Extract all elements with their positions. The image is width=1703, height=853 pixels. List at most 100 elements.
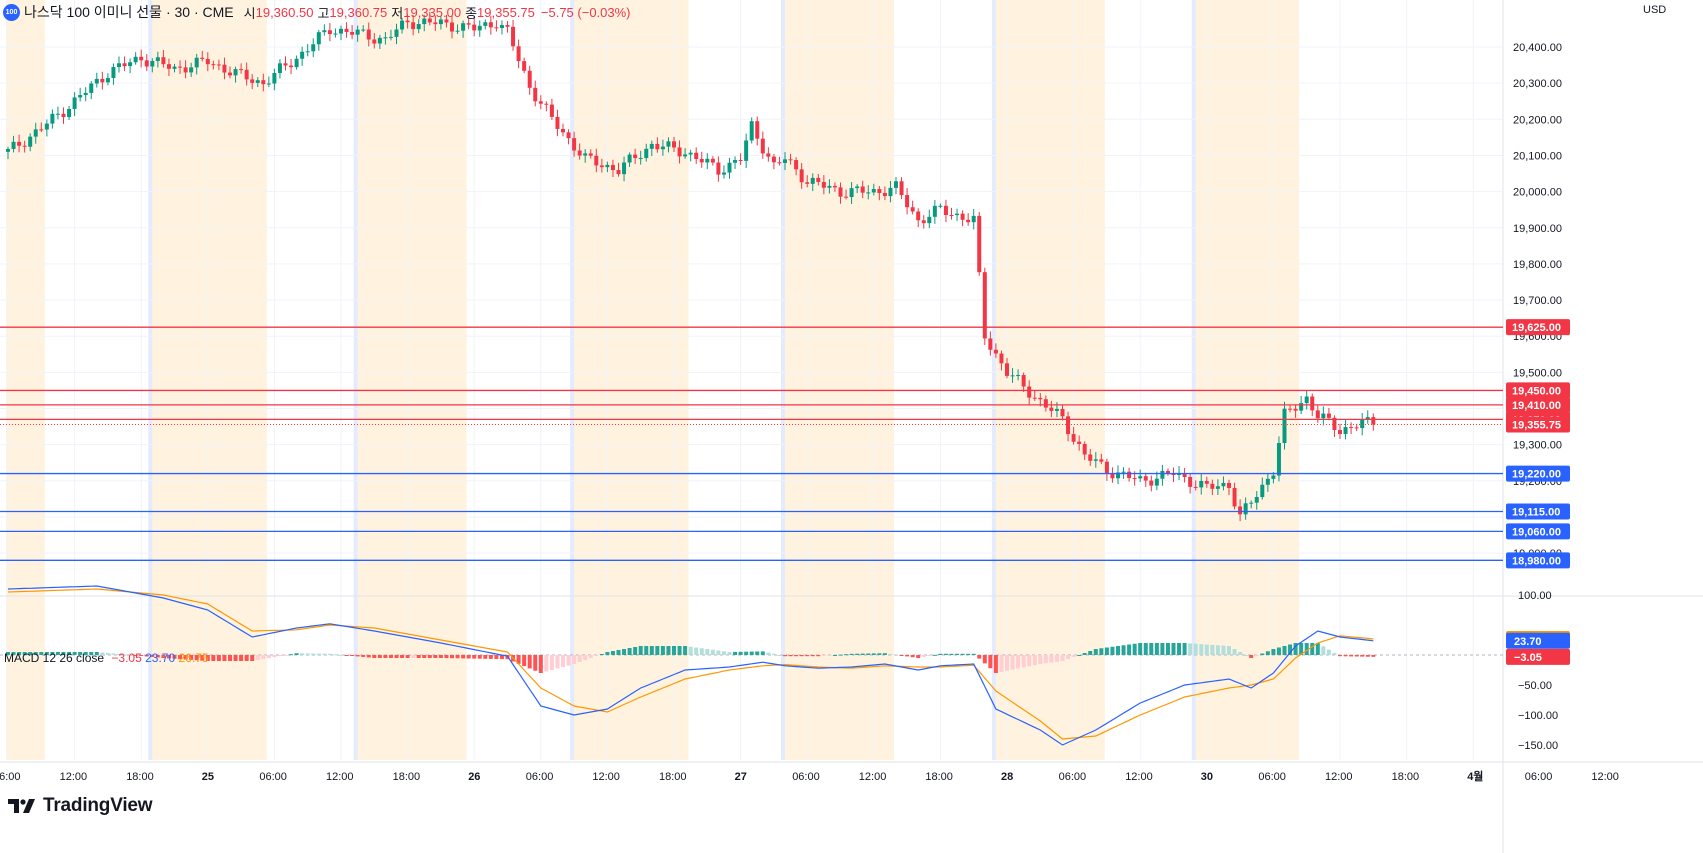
candle-body — [216, 64, 221, 66]
macd-histogram-bar — [1193, 643, 1198, 655]
macd-histogram-bar — [1210, 644, 1215, 655]
candle-body — [172, 66, 177, 69]
price-tick-label: 20,200.00 — [1513, 114, 1562, 126]
macd-histogram-bar — [472, 655, 477, 659]
time-tick-label: 06:00 — [1525, 771, 1553, 783]
macd-histogram-bar — [622, 649, 627, 655]
candle-body — [1021, 375, 1026, 387]
macd-histogram-bar — [1265, 651, 1270, 655]
macd-histogram-bar — [239, 655, 244, 661]
time-tick-label: 18:00 — [659, 771, 687, 783]
macd-histogram-bar — [993, 655, 998, 673]
candle-body — [1215, 486, 1220, 489]
candle-body — [472, 24, 477, 31]
macd-histogram-bar — [516, 655, 521, 664]
macd-histogram-bar — [744, 651, 749, 655]
candle-body — [766, 153, 771, 157]
macd-histogram-bar — [533, 655, 538, 671]
price-tick-label: 19,700.00 — [1513, 295, 1562, 307]
tradingview-logo[interactable]: TradingView — [8, 795, 153, 817]
candle-body — [538, 101, 543, 104]
candle-body — [1088, 454, 1093, 461]
candle-body — [960, 213, 965, 220]
macd-histogram-bar — [122, 654, 127, 656]
macd-name[interactable]: MACD 12 26 close — [4, 651, 105, 665]
macd-histogram-bar — [1271, 649, 1276, 655]
macd-histogram-bar — [771, 653, 776, 655]
macd-histogram-bar — [300, 653, 305, 655]
macd-histogram-bar — [672, 646, 676, 655]
macd-histogram-bar — [794, 655, 799, 657]
symbol-title[interactable]: 나스닥 100 이미니 선물 · 30 · CME — [24, 4, 234, 20]
macd-histogram-bar — [133, 655, 138, 656]
macd-histogram-bar — [727, 652, 732, 655]
candle-body — [33, 129, 38, 137]
day-separator — [353, 0, 358, 760]
candle-body — [189, 67, 194, 73]
macd-histogram-bar — [1349, 655, 1354, 657]
candle-body — [283, 63, 288, 66]
macd-histogram-bar — [344, 655, 349, 656]
candle-body — [527, 70, 532, 88]
candle-body — [117, 63, 121, 68]
macd-histogram-bar — [1260, 653, 1265, 655]
macd-histogram-bar — [1238, 652, 1243, 655]
candle-body — [666, 141, 671, 147]
macd-histogram-bar — [183, 655, 188, 660]
macd-histogram-bar — [1021, 655, 1026, 668]
macd-histogram-bar — [166, 655, 171, 659]
currency-label[interactable]: USD — [1643, 4, 1667, 16]
macd-histogram-bar — [966, 653, 971, 655]
candle-body — [777, 162, 782, 164]
candle-body — [1310, 396, 1315, 411]
macd-histogram-bar — [322, 653, 327, 655]
macd-histogram-bar — [383, 655, 388, 658]
time-tick-label: 06:00 — [1258, 771, 1286, 783]
macd-histogram-bar — [832, 655, 837, 656]
candle-body — [1265, 478, 1270, 485]
macd-histogram-bar — [1171, 643, 1176, 655]
candle-body — [1299, 403, 1304, 411]
macd-histogram-bar — [333, 654, 338, 656]
macd-histogram-bar — [355, 655, 360, 657]
candle-body — [1121, 471, 1126, 473]
candle-body — [350, 31, 355, 35]
session-shade — [993, 0, 1105, 760]
candle-body — [1243, 503, 1248, 515]
time-tick-label: 06:00 — [526, 771, 554, 783]
macd-histogram-bar — [1110, 646, 1115, 655]
macd-histogram-bar — [1082, 653, 1087, 655]
macd-histogram-bar — [522, 655, 527, 667]
macd-histogram-bar — [1343, 655, 1348, 657]
macd-histogram-bar — [427, 655, 432, 658]
candle-body — [1127, 471, 1132, 479]
macd-value-tag-label: −3.05 — [1514, 652, 1542, 664]
macd-histogram-bar — [78, 652, 83, 655]
candle-body — [250, 79, 255, 83]
macd-tick-label: −50.00 — [1518, 680, 1552, 692]
candle-body — [444, 19, 449, 23]
candle-body — [1282, 408, 1287, 444]
candle-body — [938, 205, 943, 207]
macd-histogram-bar — [305, 653, 310, 655]
candle-body — [388, 36, 393, 38]
macd-histogram-bar — [594, 655, 599, 656]
candle-body — [627, 154, 632, 163]
macd-histogram-bar — [1071, 655, 1076, 657]
high-value: 19,360.75 — [329, 4, 388, 20]
candle-body — [289, 65, 294, 68]
macd-histogram-bar — [755, 651, 760, 655]
macd-histogram-bar — [788, 655, 793, 657]
candle-body — [788, 159, 793, 161]
macd-histogram-bar — [666, 646, 671, 655]
macd-histogram-bar — [438, 655, 443, 658]
candle-body — [1321, 413, 1326, 419]
candle-body — [122, 63, 127, 67]
candle-body — [244, 69, 249, 80]
candle-body — [28, 136, 33, 147]
level-price-tag-label: 19,115.00 — [1512, 507, 1560, 519]
macd-histogram-bar — [1160, 643, 1165, 655]
candle-body — [1016, 375, 1021, 377]
candle-body — [483, 22, 488, 26]
